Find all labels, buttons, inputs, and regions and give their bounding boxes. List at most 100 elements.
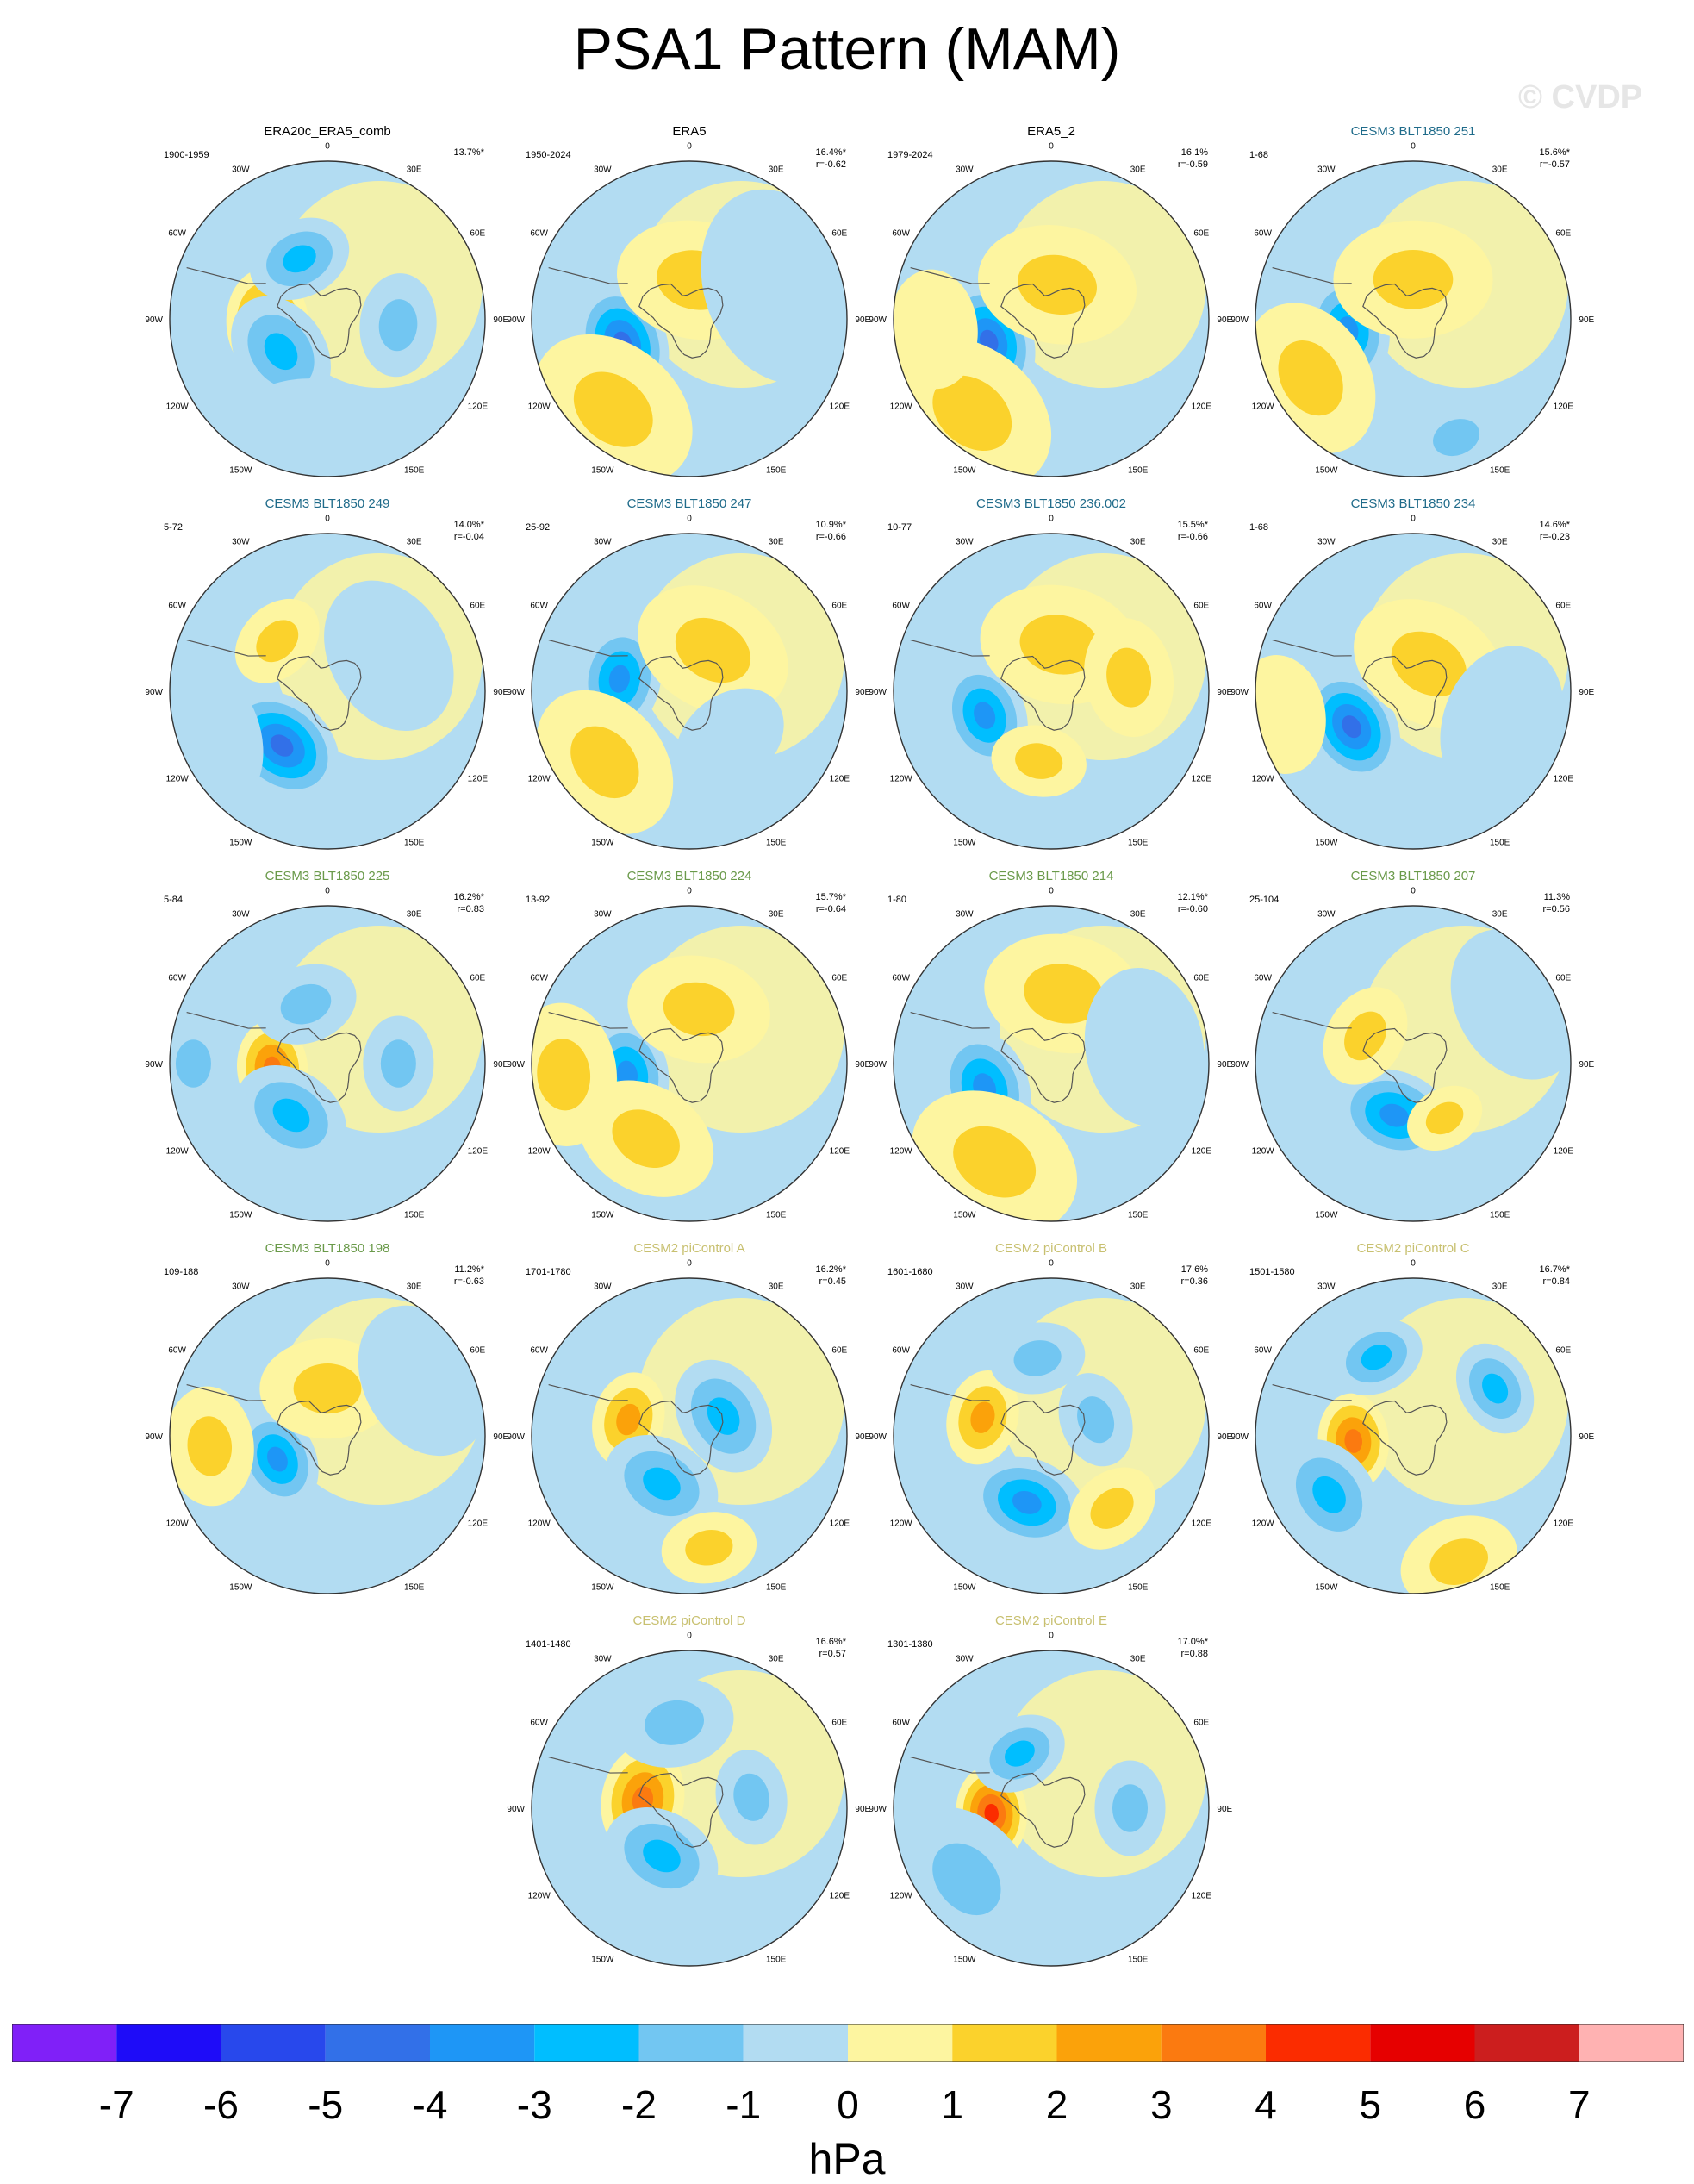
anomaly-contour [270,734,294,757]
polar-map: 030E60E90E120E150E180150W120W90W60W30W [869,1632,1233,1967]
longitude-label: 90W [507,1060,525,1070]
longitude-label: 150W [229,838,252,847]
longitude-label: 30W [956,538,974,547]
longitude-label: 90E [1579,1060,1594,1070]
longitude-label: 90W [145,315,163,325]
longitude-label: 60E [470,1345,485,1355]
map-panel: CESM3 BLT1850 224 13-92 15.7%* r=-0.64 0 30E 6… [500,865,879,1227]
panel-correlation: r=-0.66 [815,532,846,542]
colorbar: -7 -6 -5 -4 -3 -2 -1 0 1 2 3 4 5 6 7 [12,2024,1684,2127]
map-border [1255,1277,1572,1594]
colorbar-bin [848,2024,953,2062]
polar-map: 030E60E90E120E150E180150W120W90W60W30W [145,515,509,850]
colorbar-bin [1474,2024,1579,2062]
longitude-label: 120W [528,1892,551,1901]
south-america-coastline [910,1383,990,1401]
longitude-label: 90W [869,1060,887,1070]
panel-pct-variance: 16.2%* [815,1264,846,1275]
longitude-label: 150E [1128,465,1149,475]
longitude-label: 150W [229,1210,252,1220]
map-border [169,905,486,1222]
cvdp-watermark: © CVDP [1518,79,1643,115]
longitude-label: 90W [145,688,163,697]
panel-pct-variance: 14.0%* [453,520,484,530]
map-panel: CESM3 BLT1850 247 25-92 10.9%* r=-0.66 0 30E 6… [500,493,879,855]
longitude-label: 30E [1130,1282,1146,1292]
panel-variance-stats: 16.2%* r=0.83 [454,891,484,915]
longitude-label: 150W [953,465,976,475]
anomaly-contour [272,1098,310,1133]
longitude-label: 60E [470,601,485,610]
longitude-label: 30W [956,1655,974,1664]
longitude-label: 120W [1252,1147,1275,1157]
panel-variance-stats: 16.7%* r=0.84 [1540,1264,1570,1288]
panel-correlation: r=0.88 [1180,1649,1209,1659]
anomaly-contour [643,1467,681,1501]
polar-map: 030E60E90E120E150E180150W120W90W60W30W [1230,142,1595,477]
colorbar-tick-label: 0 [837,2082,859,2127]
panel-correlation: r=-0.23 [1539,532,1570,542]
map-panel: CESM3 BLT1850 251 1-68 15.6%* r=-0.57 0 30E 60… [1224,121,1603,483]
map-border [169,533,486,850]
longitude-label: 90E [1579,315,1594,325]
longitude-label: 90W [507,315,525,325]
panel-pct-variance: 13.7%* [453,147,484,158]
longitude-label: 150E [1490,1210,1510,1220]
longitude-label: 150W [591,1582,614,1592]
panel-title: CESM2 piControl A [633,1241,745,1256]
panel-correlation: r=0.57 [819,1649,847,1659]
panel-variance-stats: 16.1% r=-0.59 [1178,147,1208,171]
longitude-label: 120W [166,775,190,784]
anomaly-contour [1018,254,1097,315]
longitude-label: 60W [168,601,186,610]
panel-correlation: r=-0.66 [1177,532,1208,542]
longitude-label: 60E [470,973,485,983]
longitude-label: 30E [769,910,784,920]
longitude-label: 120E [1554,1147,1574,1157]
longitude-label: 120W [890,1519,913,1529]
longitude-label: 120W [528,1147,551,1157]
anomaly-contour [932,375,1012,451]
polar-map: 030E60E90E120E150E180150W120W90W60W30W [507,1632,871,1967]
map-panel: CESM2 piControl B 1601-1680 17.6% r=0.36 0 30… [862,1238,1241,1600]
longitude-label: 120E [1192,1147,1212,1157]
longitude-label: 120E [830,1892,850,1901]
longitude-label: 90E [855,688,870,697]
anomaly-contour [932,1843,1001,1916]
polar-map: 030E60E90E120E150E180150W120W90W60W30W [1230,515,1595,850]
longitude-label: 0 [1411,1259,1416,1269]
panel-year-range: 25-104 [1249,895,1280,905]
map-border [531,1650,848,1967]
antarctica-coastline [638,283,724,359]
colorbar-bin [221,2024,326,2062]
map-panel: CESM3 BLT1850 225 5-84 16.2%* r=0.83 0 30E 60E… [138,865,517,1227]
longitude-label: 30W [232,538,250,547]
panel-variance-stats: 11.2%* r=-0.63 [454,1264,484,1288]
longitude-label: 120E [1554,775,1574,784]
map-border [169,1277,486,1594]
antarctica-coastline [1000,1027,1086,1103]
panel-correlation: r=-0.60 [1177,904,1208,914]
antarctica-coastline [1362,1400,1448,1476]
map-panel: CESM3 BLT1850 234 1-68 14.6%* r=-0.23 0 30E 60… [1224,493,1603,855]
longitude-label: 30E [407,165,422,175]
longitude-label: 30W [956,165,974,175]
longitude-label: 60E [1555,601,1571,610]
colorbar-bin [325,2024,430,2062]
longitude-label: 150W [1315,1582,1338,1592]
longitude-label: 120E [1554,402,1574,412]
antarctica-coastline [638,1400,724,1476]
longitude-label: 90E [1579,688,1594,697]
south-america-coastline [910,266,990,284]
longitude-label: 120W [166,1519,190,1529]
longitude-label: 0 [1411,887,1416,896]
longitude-label: 0 [1049,1259,1054,1269]
colorbar-tick-label: 4 [1255,2082,1277,2127]
panel-title: CESM2 piControl E [994,1613,1108,1628]
panel-pct-variance: 16.4%* [815,147,846,158]
panel-variance-stats: 17.6% r=0.36 [1181,1264,1209,1288]
longitude-label: 30W [594,910,612,920]
colorbar-tick-label: -7 [99,2082,134,2127]
panel-title: CESM3 BLT1850 198 [265,1241,390,1256]
antarctica-coastline [638,1772,724,1848]
